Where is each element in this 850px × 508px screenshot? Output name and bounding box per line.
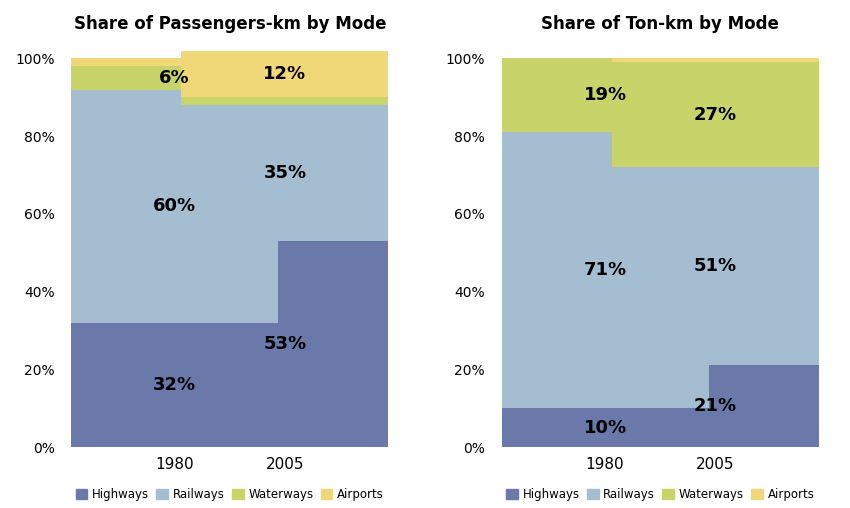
Bar: [502, 408, 709, 447]
Title: Share of Ton-km by Mode: Share of Ton-km by Mode: [541, 15, 779, 33]
Bar: [71, 66, 278, 89]
Title: Share of Passengers-km by Mode: Share of Passengers-km by Mode: [74, 15, 386, 33]
Text: 60%: 60%: [153, 197, 196, 215]
Text: 51%: 51%: [694, 258, 737, 275]
Bar: [182, 98, 388, 105]
Bar: [71, 89, 278, 323]
Bar: [502, 58, 709, 132]
Bar: [71, 323, 278, 447]
Legend: Highways, Railways, Waterways, Airports: Highways, Railways, Waterways, Airports: [502, 483, 819, 506]
Text: 71%: 71%: [583, 261, 626, 279]
Bar: [71, 58, 278, 66]
Bar: [612, 62, 819, 167]
Text: 10%: 10%: [583, 419, 626, 436]
Text: 32%: 32%: [153, 376, 196, 394]
Text: 53%: 53%: [264, 335, 307, 353]
Bar: [612, 167, 819, 365]
Text: 19%: 19%: [583, 86, 626, 104]
Text: 27%: 27%: [694, 106, 737, 124]
Text: 12%: 12%: [264, 65, 307, 83]
Text: 21%: 21%: [694, 397, 737, 415]
Text: 6%: 6%: [159, 69, 190, 87]
Legend: Highways, Railways, Waterways, Airports: Highways, Railways, Waterways, Airports: [71, 483, 388, 506]
Bar: [612, 365, 819, 447]
Bar: [182, 51, 388, 98]
Bar: [182, 241, 388, 447]
Bar: [502, 132, 709, 408]
Text: 35%: 35%: [264, 164, 307, 182]
Bar: [182, 105, 388, 241]
Bar: [612, 58, 819, 62]
